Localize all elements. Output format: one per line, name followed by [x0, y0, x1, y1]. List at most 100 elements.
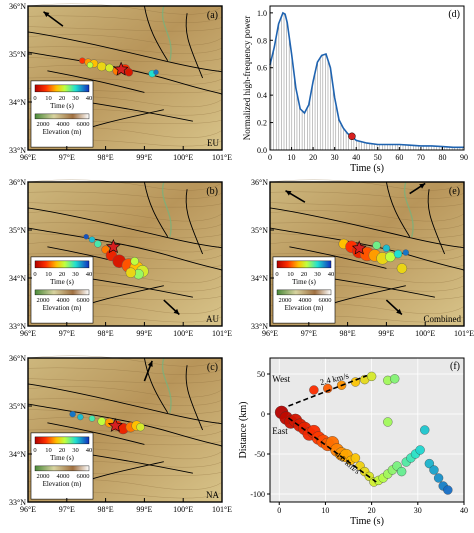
y-axis-label: Normalized high-frequency power [242, 16, 252, 140]
elevation-tick-label: 6000 [77, 121, 90, 128]
lon-tick-label: 100°E [173, 329, 193, 338]
terrain-ridge [27, 26, 223, 32]
y-tick-label: 0.2 [257, 119, 267, 128]
x-tick-label: 0 [268, 153, 272, 162]
elevation-tick-label: 4000 [57, 473, 70, 480]
elevation-tick-label: 4000 [57, 297, 70, 304]
terrain-ridge [27, 202, 223, 208]
x-tick-label: 80 [438, 153, 446, 162]
energy-bubble [69, 410, 76, 418]
x-tick-label: 40 [352, 153, 360, 162]
terrain-ridge [27, 233, 223, 239]
y-tick-label: -100 [250, 490, 265, 499]
energy-bubble [94, 240, 102, 248]
lat-tick-label: 36°N [9, 354, 26, 363]
energy-bubble [136, 422, 145, 432]
elevation-tick-label: 6000 [77, 473, 90, 480]
lon-tick-label: 96°E [262, 329, 278, 338]
x-axis-label: Time (s) [350, 516, 384, 527]
energy-bubble [125, 267, 137, 278]
x-tick-label: 10 [321, 506, 329, 515]
scatter-point [396, 466, 407, 477]
colorbar-tick-label: 30 [72, 95, 79, 102]
terrain-ridge [269, 179, 465, 191]
fault-line [27, 227, 223, 272]
colorbar-tick-label: 0 [33, 447, 36, 454]
epicenter-star-icon [107, 417, 123, 432]
terrain-ridge [27, 355, 223, 367]
energy-bubble [88, 415, 96, 422]
scatter-point [424, 458, 435, 469]
scatter-point [420, 425, 430, 435]
lon-tick-label: 99°E [378, 329, 394, 338]
fault-line [47, 422, 145, 445]
x-tick-label: 30 [414, 506, 422, 515]
terrain-ridge [27, 210, 223, 222]
time-colorbar [34, 260, 90, 269]
epicenter-star-icon [351, 240, 367, 255]
lon-tick-label: 96°E [20, 505, 36, 514]
river-line [161, 5, 172, 62]
west-speed-line [288, 374, 368, 407]
terrain-ridge [27, 46, 223, 54]
elevation-colorbar [34, 465, 90, 472]
elevation-tick-label: 4000 [299, 297, 312, 304]
energy-bubble [105, 63, 114, 73]
scatter-point [443, 485, 453, 495]
colorbar-tick-label: 10 [287, 271, 294, 278]
lon-tick-label: 96°E [20, 329, 36, 338]
terrain-ridge [27, 241, 223, 253]
lat-tick-label: 35°N [9, 50, 26, 59]
lat-tick-label: 33°N [9, 146, 26, 155]
energy-bubble [402, 249, 409, 256]
elevation-colorbar [34, 113, 90, 120]
panel-tag: (e) [449, 186, 460, 197]
lat-tick-label: 35°N [251, 226, 268, 235]
lon-tick-label: 97°E [301, 329, 317, 338]
colorbar-tick-label: 10 [45, 95, 52, 102]
time-colorbar [276, 260, 332, 269]
fault-line [185, 189, 204, 255]
map-corner-label: AU [206, 314, 219, 324]
lat-tick-label: 33°N [9, 498, 26, 507]
lon-tick-label: 99°E [136, 505, 152, 514]
terrain-ridge [27, 253, 223, 261]
x-tick-label: 10 [288, 153, 296, 162]
colorbar-tick-label: 0 [33, 271, 36, 278]
x-tick-label: 60 [395, 153, 403, 162]
energy-bubble [385, 251, 396, 263]
lat-tick-label: 35°N [9, 402, 26, 411]
lon-tick-label: 97°E [59, 153, 75, 162]
terrain-ridge [27, 386, 223, 398]
terrain-ridge [269, 191, 465, 199]
east-label: East [272, 426, 288, 436]
colorbar-tick-label: 30 [72, 447, 79, 454]
fault-line [143, 357, 169, 413]
arrow-head-icon [396, 308, 402, 315]
fault-line [27, 51, 223, 96]
terrain-ridge [269, 222, 465, 230]
fault-line [289, 246, 387, 269]
epicenter-star-icon [113, 61, 129, 76]
y-tick-label: 0 [261, 410, 265, 419]
terrain-ridge [27, 367, 223, 375]
y-tick-label: 0.8 [257, 36, 267, 45]
fault-line [27, 207, 223, 249]
lon-tick-label: 101°E [454, 329, 474, 338]
map-panel-b: (b) AU 0 10 20 30 40 Time (s) 2000 4000 6000Elevat… [9, 178, 232, 338]
energy-bubble [382, 244, 391, 252]
lon-tick-label: 97°E [59, 329, 75, 338]
energy-bubble [83, 234, 89, 240]
colorbar-tick-label: 20 [59, 95, 66, 102]
terrain-ridge [27, 57, 223, 63]
colorbar-tick-label: 40 [86, 447, 93, 454]
lon-tick-label: 98°E [340, 329, 356, 338]
panel-tag: (a) [207, 10, 218, 21]
elevation-label: Elevation (m) [43, 128, 82, 136]
scatter-point [429, 465, 439, 475]
time-colorbar [34, 436, 90, 445]
map-corner-label: EU [207, 138, 219, 148]
elevation-tick-label: 2000 [37, 121, 50, 128]
